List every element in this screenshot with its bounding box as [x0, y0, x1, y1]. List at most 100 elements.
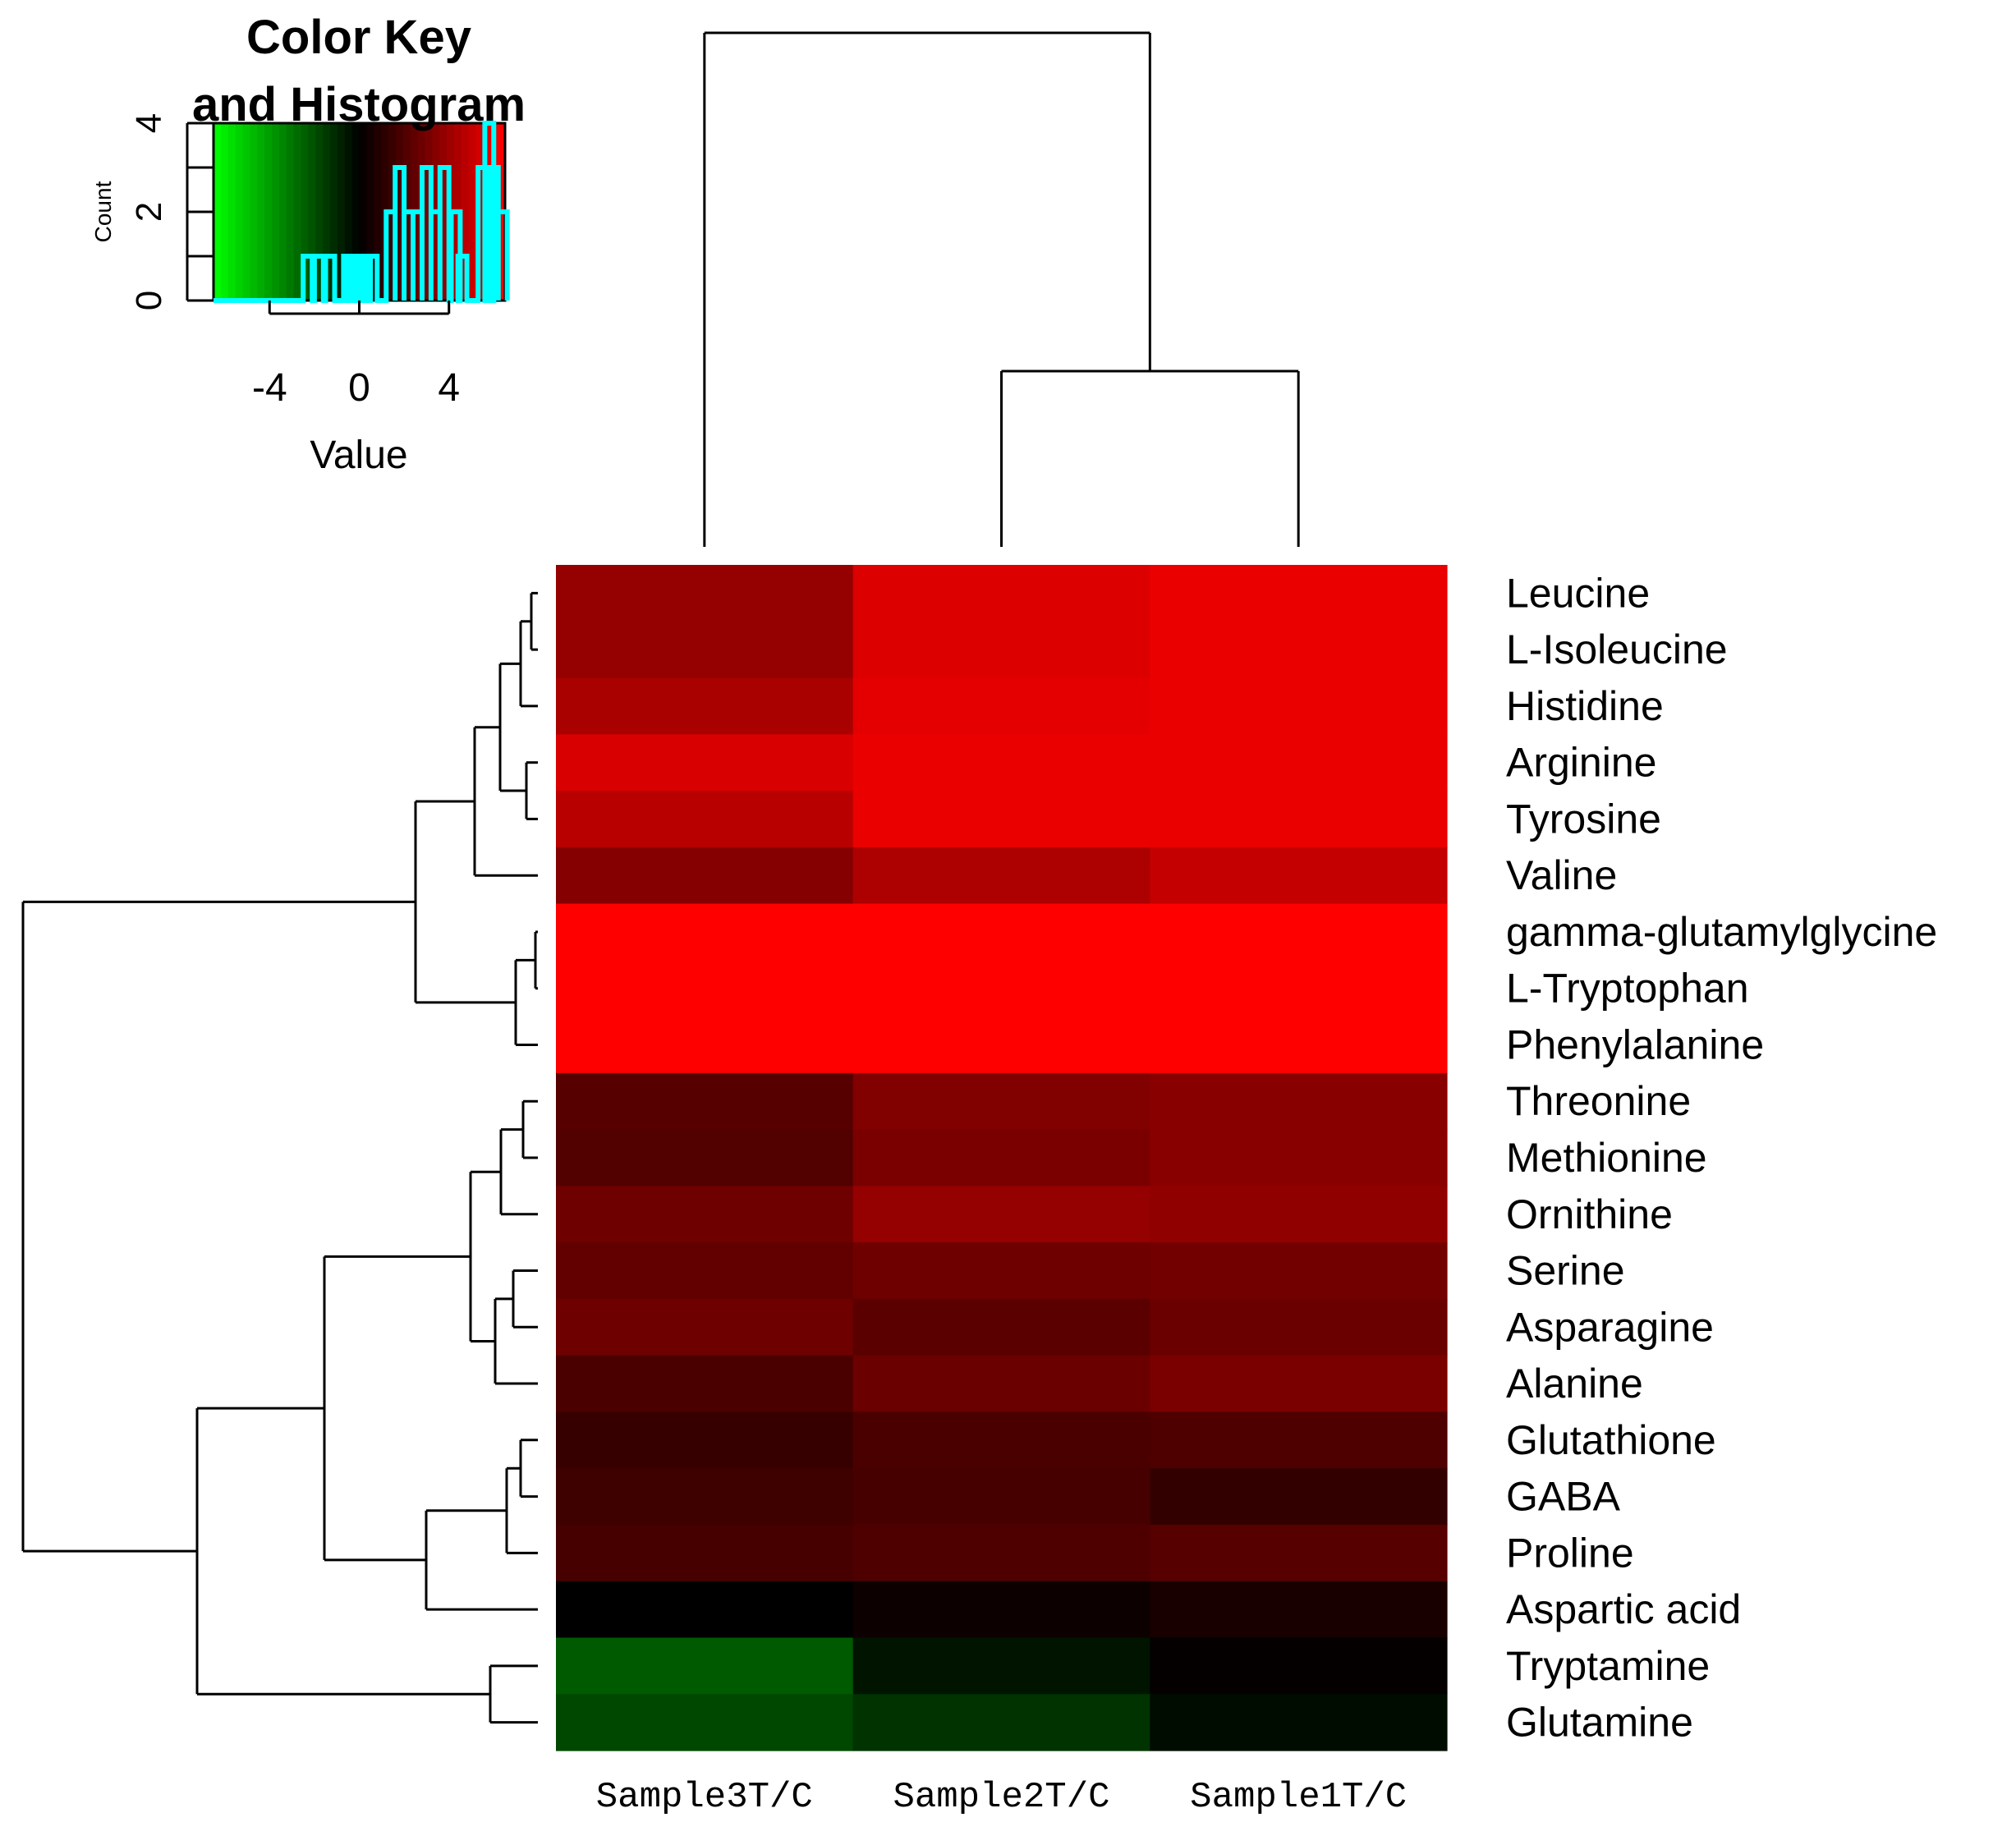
heatmap-cell: [556, 1242, 854, 1300]
color-key-swatch: [359, 123, 367, 301]
heatmap-cell: [556, 847, 854, 905]
color-key-swatch: [293, 123, 302, 301]
heatmap-cell: [556, 1468, 854, 1526]
color-key-swatch: [214, 123, 222, 301]
heatmap-cell: [852, 1298, 1150, 1356]
column-label: Sample2T/C: [893, 1777, 1109, 1818]
heatmap-cell: [556, 1694, 854, 1751]
color-key-y-tick-label: 0: [129, 291, 169, 310]
color-key-swatch: [439, 123, 448, 301]
heatmap-cell: [852, 903, 1150, 961]
color-key-swatch: [250, 123, 258, 301]
color-key-swatch: [330, 123, 338, 301]
heatmap-cell: [556, 903, 854, 961]
color-key-swatch: [272, 123, 280, 301]
heatmap-cell: [852, 734, 1150, 792]
heatmap-cell: [1150, 565, 1448, 622]
color-key-swatch: [323, 123, 331, 301]
heatmap-cell: [852, 565, 1150, 622]
color-key-axes: -4 0 4 0 2 4: [129, 113, 460, 410]
row-label: Proline: [1506, 1530, 1634, 1576]
heatmap-cell: [852, 1355, 1150, 1413]
row-label: Threonine: [1506, 1078, 1691, 1124]
heatmap-cell: [852, 960, 1150, 1017]
row-label: Tryptamine: [1506, 1643, 1710, 1689]
row-label: Tyrosine: [1506, 796, 1661, 842]
color-key-swatch: [278, 123, 287, 301]
heatmap-cell: [1150, 1129, 1448, 1186]
color-key-swatch: [286, 123, 295, 301]
column-label: Sample1T/C: [1190, 1777, 1407, 1818]
heatmap-cell: [1150, 791, 1448, 848]
row-labels: Leucine L-Isoleucine Histidine Arginine Tyro…: [1506, 570, 1937, 1745]
heatmap-cell: [1150, 621, 1448, 679]
column-dendrogram: [703, 31, 1300, 547]
color-key-x-tick-label: 4: [438, 366, 460, 410]
row-label: L-Tryptophan: [1506, 966, 1749, 1012]
heatmap-cell: [556, 1524, 854, 1582]
heatmap-cell: [556, 734, 854, 792]
heatmap-cell: [852, 1186, 1150, 1243]
heatmap-cell: [1150, 1186, 1448, 1243]
heatmap-cell: [556, 1581, 854, 1639]
row-label: Alanine: [1506, 1361, 1643, 1407]
row-label: Histidine: [1506, 683, 1664, 729]
row-label: Leucine: [1506, 570, 1650, 616]
color-key-y-tick-label: 4: [129, 113, 169, 133]
heatmap-cell: [556, 960, 854, 1017]
heatmap-cell: [852, 1694, 1150, 1751]
heatmap-cell: [852, 1524, 1150, 1582]
heatmap-cell: [1150, 1072, 1448, 1131]
column-labels: Sample3T/C Sample2T/C Sample1T/C: [596, 1777, 1407, 1818]
row-label: Glutamine: [1506, 1700, 1693, 1746]
color-key-swatch: [337, 123, 346, 301]
color-key-title-line-1: Color Key: [246, 11, 471, 64]
color-key-histogram: [214, 121, 510, 303]
heatmap-cell: [556, 621, 854, 679]
row-label: Glutathione: [1506, 1417, 1716, 1463]
heatmap-cells: [556, 565, 1448, 1751]
heatmap-cell: [852, 847, 1150, 905]
heatmap-cell: [556, 565, 854, 622]
heatmap-cell: [556, 677, 854, 735]
color-key-swatch: [315, 123, 324, 301]
heatmap-cell: [852, 621, 1150, 679]
heatmap-cell: [1150, 1411, 1448, 1469]
color-key-title-line-2: and Histogram: [192, 78, 526, 131]
color-key-swatch: [468, 123, 477, 301]
heatmap-cell: [1150, 1581, 1448, 1639]
heatmap-cell: [1150, 1468, 1448, 1526]
heatmap-cell: [556, 1072, 854, 1131]
row-label: L-Isoleucine: [1506, 626, 1728, 672]
row-label: gamma-glutamylglycine: [1506, 909, 1937, 955]
heatmap-cell: [556, 1186, 854, 1243]
color-key-swatch: [351, 123, 360, 301]
heatmap-cell: [556, 1129, 854, 1186]
heatmap-cell: [852, 1581, 1150, 1639]
color-key-swatch: [264, 123, 273, 301]
heatmap-cell: [852, 1017, 1150, 1074]
heatmap-cell: [1150, 1637, 1448, 1695]
color-key-histogram-line: [214, 121, 510, 303]
heatmap-cell: [556, 791, 854, 848]
heatmap-cell: [852, 791, 1150, 848]
row-label: GABA: [1506, 1474, 1621, 1520]
heatmap-cell: [1150, 1524, 1448, 1582]
heatmap-cell: [1150, 903, 1448, 961]
heatmap-cell: [852, 1468, 1150, 1526]
color-key-swatch: [242, 123, 250, 301]
heatmap-cell: [556, 1298, 854, 1356]
color-key-x-label: Value: [310, 434, 407, 477]
color-key-swatch: [220, 123, 229, 301]
row-dendrogram: [21, 591, 538, 1724]
row-label: Asparagine: [1506, 1304, 1714, 1350]
row-label: Valine: [1506, 852, 1617, 898]
color-key-y-label: Count: [90, 181, 116, 242]
heatmap-cell: [1150, 677, 1448, 735]
heatmap-cell: [852, 1411, 1150, 1469]
color-key-swatch: [395, 123, 404, 301]
row-label: Ornithine: [1506, 1191, 1673, 1237]
column-label: Sample3T/C: [596, 1777, 813, 1818]
row-label: Arginine: [1506, 740, 1656, 786]
